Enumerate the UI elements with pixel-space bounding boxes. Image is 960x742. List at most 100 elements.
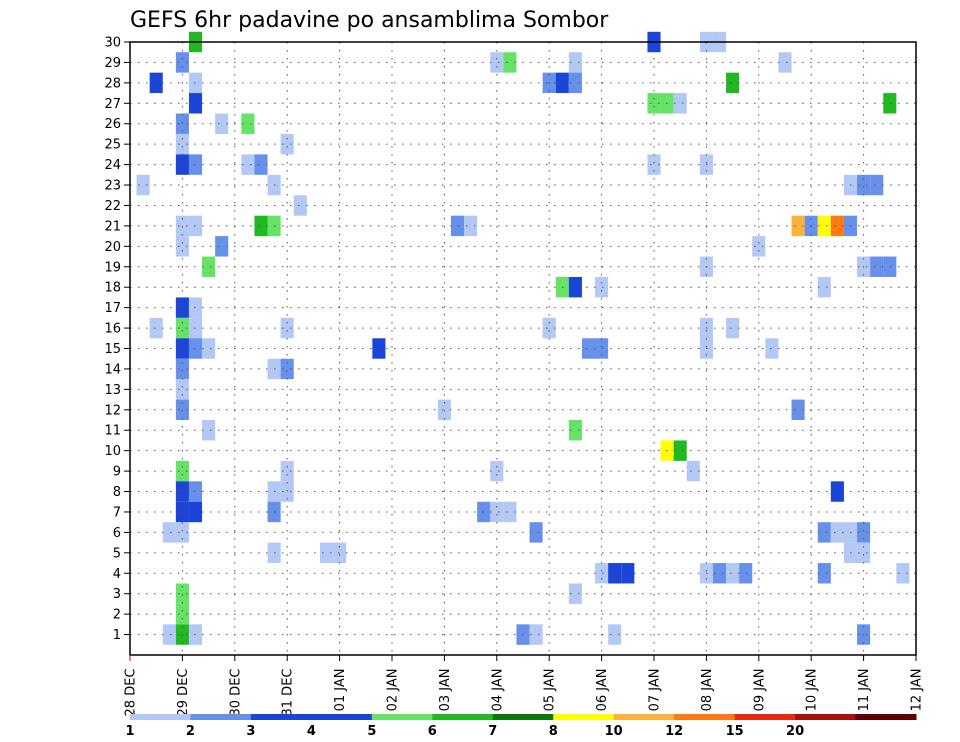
y-tick-label-21: 21 bbox=[104, 219, 121, 234]
x-tick-label-3: 31 DEC bbox=[281, 669, 296, 717]
precip-cell-m29-t28 bbox=[490, 52, 504, 73]
precip-cell-m5-t16 bbox=[333, 542, 347, 564]
precip-cell-m23-t57 bbox=[870, 174, 884, 196]
precip-cell-m17-t4 bbox=[175, 297, 189, 318]
colorbar-segment-8 bbox=[613, 714, 675, 720]
colorbar-legend: 1 2 3 4 5 6 7 8 10 12 15 20 bbox=[125, 714, 917, 739]
precip-cell-m29-t4 bbox=[175, 52, 189, 73]
precip-cell-m19-t58 bbox=[883, 256, 897, 277]
precip-cell-m23-t56 bbox=[857, 174, 871, 196]
precip-cell-m16-t2 bbox=[149, 317, 163, 339]
precip-cell-m4-t45 bbox=[712, 563, 727, 584]
y-tick-label-23: 23 bbox=[104, 179, 121, 194]
precip-cell-m25-t12 bbox=[280, 133, 294, 155]
y-tick-label-1: 1 bbox=[113, 628, 121, 643]
precip-cell-m27-t58 bbox=[883, 93, 897, 114]
precip-cell-m15-t49 bbox=[765, 338, 779, 359]
precip-cell-m21-t25 bbox=[450, 215, 465, 237]
precip-cell-m1-t37 bbox=[608, 624, 622, 645]
colorbar-label-5: 5 bbox=[367, 724, 376, 739]
colorbar-label-1: 1 bbox=[125, 724, 134, 739]
precip-cell-m29-t50 bbox=[778, 52, 792, 73]
precip-cell-m21-t26 bbox=[464, 215, 478, 237]
y-tick-label-30: 30 bbox=[104, 36, 121, 51]
precip-cell-m29-t34 bbox=[568, 52, 582, 73]
precip-cell-m20-t48 bbox=[752, 236, 766, 257]
precip-cell-m6-t53 bbox=[817, 522, 831, 543]
precip-cell-m29-t29 bbox=[503, 52, 517, 73]
precip-cell-m7-t4 bbox=[175, 501, 189, 523]
precip-cell-m7-t28 bbox=[490, 501, 504, 523]
precip-cell-m3-t4 bbox=[175, 583, 189, 604]
y-tick-label-27: 27 bbox=[104, 97, 121, 112]
precip-cell-m7-t27 bbox=[477, 501, 491, 523]
precip-cell-m26-t9 bbox=[241, 113, 255, 134]
colorbar-segment-0 bbox=[130, 714, 191, 720]
x-tick-label-6: 03 JAN bbox=[438, 669, 453, 712]
precip-cell-m9-t28 bbox=[490, 460, 504, 482]
precip-cell-m4-t53 bbox=[817, 563, 831, 584]
x-tick-label-0: 28 DEC bbox=[124, 669, 139, 717]
x-tick-label-2: 30 DEC bbox=[228, 669, 243, 717]
precip-cell-m24-t40 bbox=[647, 154, 661, 175]
y-tick-label-2: 2 bbox=[113, 608, 121, 623]
colorbar-segment-11 bbox=[795, 714, 857, 720]
colorbar-label-10: 10 bbox=[605, 724, 623, 739]
x-tick-label-1: 29 DEC bbox=[176, 669, 191, 717]
y-tick-label-3: 3 bbox=[113, 587, 121, 602]
precip-cell-m11-t6 bbox=[202, 420, 216, 441]
y-tick-label-11: 11 bbox=[104, 424, 121, 439]
precip-cell-m22-t13 bbox=[293, 195, 307, 216]
precip-cell-m8-t54 bbox=[830, 481, 844, 502]
colorbar-segment-5 bbox=[432, 714, 494, 720]
colorbar-label-2: 2 bbox=[186, 724, 195, 739]
precip-cell-m15-t4 bbox=[175, 338, 189, 359]
precip-cell-m20-t7 bbox=[215, 236, 229, 257]
y-tick-label-8: 8 bbox=[113, 485, 121, 500]
x-tick-label-4: 01 JAN bbox=[333, 669, 348, 712]
precip-cell-m15-t36 bbox=[595, 338, 609, 359]
precip-cell-m4-t38 bbox=[621, 563, 635, 584]
y-tick-label-9: 9 bbox=[113, 465, 121, 480]
y-tick-label-25: 25 bbox=[104, 138, 121, 153]
precip-cell-m13-t4 bbox=[175, 379, 189, 400]
precip-cell-m16-t12 bbox=[280, 317, 294, 339]
precip-cell-m24-t4 bbox=[175, 154, 189, 175]
precip-cell-m16-t4 bbox=[175, 317, 189, 339]
x-tick-label-7: 04 JAN bbox=[490, 669, 505, 712]
colorbar-segment-1 bbox=[190, 714, 252, 720]
precip-cell-m6-t4 bbox=[175, 522, 189, 543]
y-tick-label-22: 22 bbox=[104, 199, 121, 214]
colorbar-segment-9 bbox=[674, 714, 736, 720]
precip-cell-m6-t56 bbox=[857, 522, 871, 543]
precip-cell-m16-t46 bbox=[726, 317, 740, 339]
y-tick-label-15: 15 bbox=[104, 342, 121, 357]
precip-cell-m4-t37 bbox=[608, 563, 622, 584]
precip-cell-m14-t4 bbox=[175, 358, 189, 380]
heatmap-cells bbox=[136, 31, 910, 645]
y-tick-label-12: 12 bbox=[104, 403, 121, 418]
precip-cell-m21-t51 bbox=[791, 215, 805, 237]
x-tick-label-14: 11 JAN bbox=[857, 669, 872, 712]
colorbar-label-4: 4 bbox=[307, 724, 316, 739]
precip-cell-m26-t4 bbox=[175, 113, 189, 134]
precip-cell-m1-t3 bbox=[162, 624, 176, 645]
y-tick-label-24: 24 bbox=[104, 158, 121, 173]
colorbar-segment-4 bbox=[371, 714, 433, 720]
precip-cell-m21-t4 bbox=[175, 215, 189, 237]
precip-cell-m4-t59 bbox=[896, 563, 910, 584]
precip-cell-m5-t15 bbox=[319, 542, 334, 564]
x-tick-label-9: 06 JAN bbox=[595, 669, 610, 712]
precip-cell-m18-t53 bbox=[817, 276, 831, 298]
y-tick-label-28: 28 bbox=[104, 76, 121, 91]
precip-cell-m7-t29 bbox=[503, 501, 517, 523]
precip-cell-m1-t31 bbox=[529, 624, 543, 645]
x-tick-label-13: 10 JAN bbox=[805, 669, 820, 712]
precip-cell-m5-t56 bbox=[857, 542, 871, 564]
colorbar-label-8: 8 bbox=[549, 724, 558, 739]
colorbar-label-20: 20 bbox=[786, 724, 804, 739]
precip-cell-m9-t12 bbox=[280, 460, 294, 482]
y-axis-ticks: 1234567891011121314151617181920212223242… bbox=[104, 36, 130, 643]
y-tick-label-4: 4 bbox=[113, 567, 121, 582]
precip-cell-m9-t4 bbox=[175, 460, 189, 482]
